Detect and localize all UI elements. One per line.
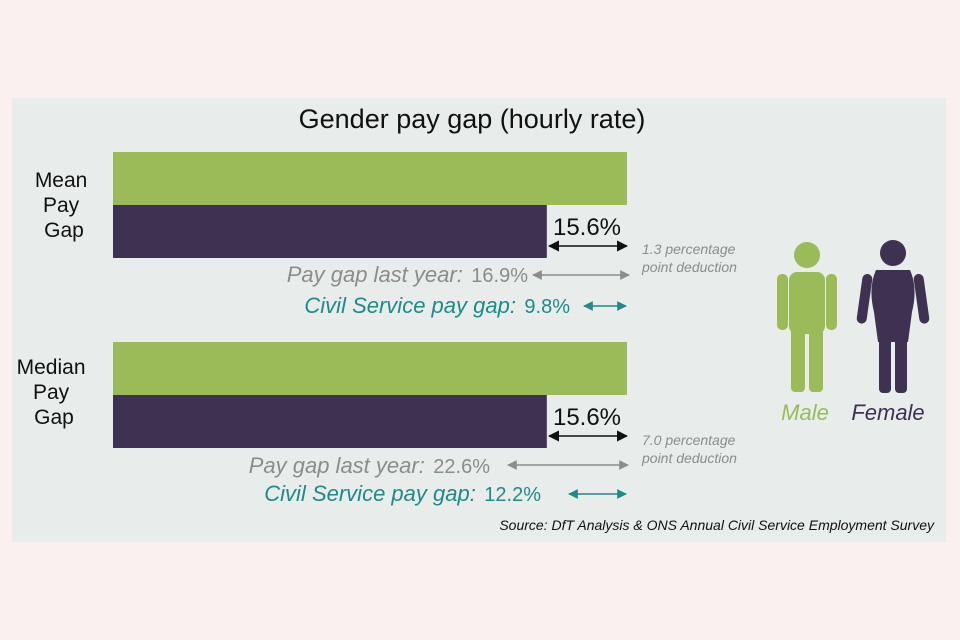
legend-male-label: Male [781,400,829,425]
group-median: Median Pay Gap 15.6% 7.0 percentage poin… [17,342,739,506]
legend: Male Female [777,240,930,425]
deduction-note-mean: 1.3 percentage point deduction [641,241,739,275]
pay-gap-chart: Gender pay gap (hourly rate) Mean Pay Ga… [17,104,935,533]
group-label-median: Median Pay Gap [17,356,92,429]
last-year-median: Pay gap last year: 22.6% [249,453,490,478]
deduction-note-median: 7.0 percentage point deduction [641,432,739,466]
bar-male-mean [113,152,627,205]
bar-female-median [113,395,547,448]
group-mean: Mean Pay Gap 15.6% 1.3 percentage point … [35,152,739,318]
civil-service-mean: Civil Service pay gap: 9.8% [304,293,570,318]
male-figure-icon [777,242,837,392]
source-note: Source: DfT Analysis & ONS Annual Civil … [499,517,935,533]
bar-male-median [113,342,627,395]
civil-service-median: Civil Service pay gap: 12.2% [264,481,541,506]
gap-value-mean: 15.6% [553,214,621,241]
last-year-mean: Pay gap last year: 16.9% [287,262,528,287]
gap-value-median: 15.6% [553,404,621,431]
female-figure-icon [856,240,930,393]
chart-panel: Gender pay gap (hourly rate) Mean Pay Ga… [12,98,946,542]
chart-title: Gender pay gap (hourly rate) [299,104,646,134]
legend-female-label: Female [851,400,924,425]
bar-female-mean [113,205,547,258]
group-label-mean: Mean Pay Gap [35,169,93,242]
